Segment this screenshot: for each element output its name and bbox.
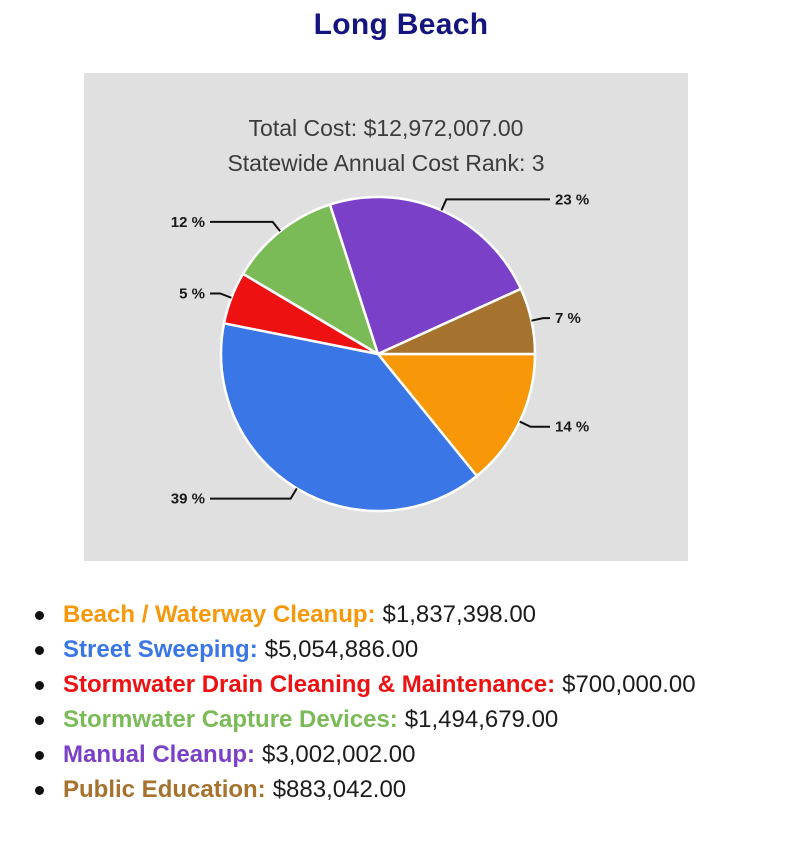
legend-item: Stormwater Drain Cleaning & Maintenance:… bbox=[27, 671, 696, 699]
legend-item-amount: $5,054,886.00 bbox=[264, 636, 419, 663]
leader-line bbox=[531, 317, 550, 322]
percent-label: 5 % bbox=[179, 285, 205, 302]
legend-item-amount: $1,837,398.00 bbox=[382, 601, 537, 628]
legend-item: Manual Cleanup: $3,002,002.00 bbox=[27, 741, 696, 769]
percent-label: 39 % bbox=[171, 491, 205, 508]
bullet-icon bbox=[35, 645, 44, 655]
pie-slice-4 bbox=[328, 195, 523, 356]
bullet-icon bbox=[35, 610, 44, 620]
legend-item-amount: $3,002,002.00 bbox=[262, 741, 416, 768]
legend-item-label: Stormwater Capture Devices: bbox=[63, 706, 398, 733]
page-title: Long Beach bbox=[313, 8, 489, 41]
legend-item-label: Stormwater Drain Cleaning & Maintenance: bbox=[63, 671, 556, 698]
bullet-icon bbox=[35, 785, 44, 795]
legend-item-label: Street Sweeping: bbox=[63, 636, 258, 663]
bullet-icon bbox=[35, 715, 44, 725]
pie-slice-5 bbox=[376, 287, 537, 356]
chart-panel: Total Cost: $12,972,007.00 Statewide Ann… bbox=[84, 73, 688, 561]
bullet-icon bbox=[35, 750, 44, 760]
leader-line bbox=[210, 292, 232, 299]
pie-slice-0 bbox=[376, 352, 537, 478]
legend-item-amount: $700,000.00 bbox=[562, 671, 696, 698]
leader-line bbox=[210, 220, 281, 232]
percent-label: 23 % bbox=[555, 191, 589, 208]
legend-item-label: Manual Cleanup: bbox=[63, 741, 256, 768]
leader-line bbox=[440, 198, 550, 211]
bullet-icon bbox=[35, 680, 44, 690]
legend-item-label: Public Education: bbox=[63, 776, 266, 803]
chart-header: Total Cost: $12,972,007.00 Statewide Ann… bbox=[84, 111, 688, 181]
legend-item-amount: $1,494,679.00 bbox=[404, 706, 559, 733]
percent-label: 14 % bbox=[555, 419, 589, 436]
legend-item-label: Beach / Waterway Cleanup: bbox=[63, 601, 376, 628]
legend-item: Street Sweeping: $5,054,886.00 bbox=[27, 636, 696, 664]
leader-line bbox=[519, 420, 550, 428]
cost-rank-text: Statewide Annual Cost Rank: 3 bbox=[227, 150, 545, 176]
pie-slice-3 bbox=[241, 203, 380, 356]
legend: Beach / Waterway Cleanup: $1,837,398.00 … bbox=[27, 601, 696, 811]
percent-label: 12 % bbox=[171, 214, 205, 231]
legend-item: Beach / Waterway Cleanup: $1,837,398.00 bbox=[27, 601, 696, 629]
pie-chart: 14 % 39 % 5 % 12 % 23 % 7 % bbox=[171, 191, 589, 513]
leader-line bbox=[210, 487, 298, 500]
legend-item: Public Education: $883,042.00 bbox=[27, 776, 696, 804]
legend-item: Stormwater Capture Devices: $1,494,679.0… bbox=[27, 706, 696, 734]
pie-slice-1 bbox=[219, 322, 479, 513]
total-cost-text: Total Cost: $12,972,007.00 bbox=[248, 115, 524, 141]
legend-item-amount: $883,042.00 bbox=[272, 776, 407, 803]
percent-label: 7 % bbox=[555, 310, 581, 327]
